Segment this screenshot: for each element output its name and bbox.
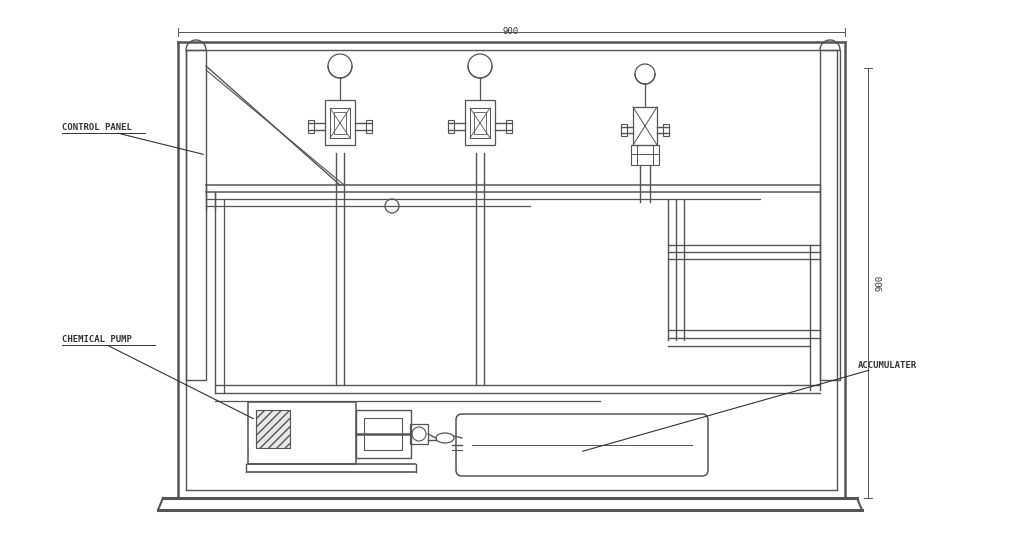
Bar (356, 410, 411, 458)
Text: 900: 900 (876, 275, 885, 291)
Bar (330, 108, 350, 138)
Bar (308, 120, 314, 133)
Text: 900: 900 (503, 28, 519, 36)
Bar (186, 50, 206, 380)
Bar (410, 424, 428, 444)
Bar (325, 100, 355, 145)
Bar (470, 108, 490, 138)
Bar (248, 402, 356, 464)
Bar (633, 107, 657, 145)
Bar (256, 410, 290, 448)
Text: CONTROL PANEL: CONTROL PANEL (62, 123, 204, 154)
Bar (820, 50, 840, 380)
Bar (364, 418, 402, 450)
Bar (366, 120, 372, 133)
Bar (465, 100, 495, 145)
Bar (334, 112, 346, 134)
Bar (474, 112, 486, 134)
Text: CHEMICAL PUMP: CHEMICAL PUMP (62, 336, 254, 419)
Bar (621, 124, 627, 136)
Bar (663, 124, 669, 136)
Bar (449, 120, 454, 133)
Bar (631, 145, 659, 165)
Text: ACCUMULATER: ACCUMULATER (583, 361, 918, 451)
Bar (506, 120, 512, 133)
Bar (256, 410, 290, 448)
